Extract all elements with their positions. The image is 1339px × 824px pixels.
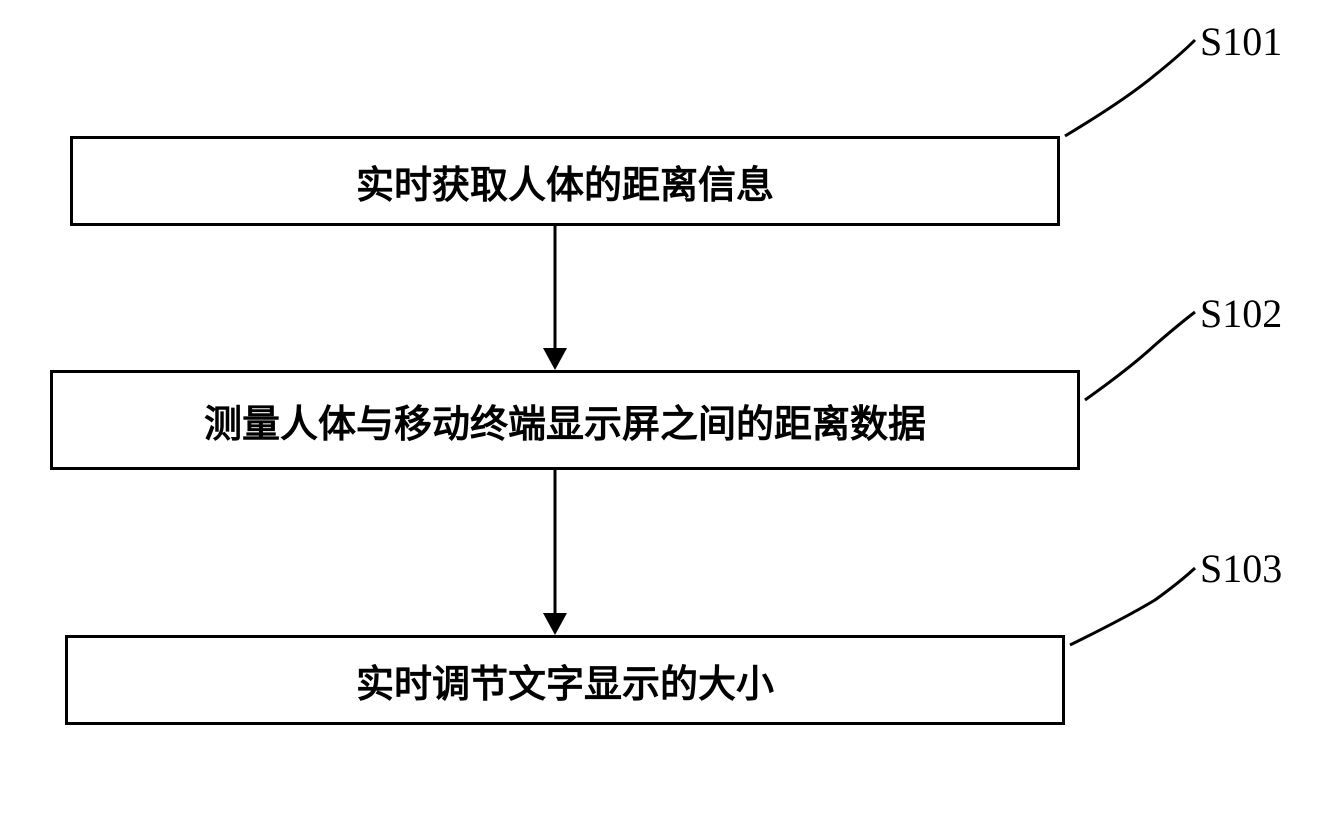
flowchart-container: 实时获取人体的距离信息 S101 测量人体与移动终端显示屏之间的距离数据 S10…	[0, 0, 1339, 824]
callout-line-3	[0, 0, 1339, 824]
